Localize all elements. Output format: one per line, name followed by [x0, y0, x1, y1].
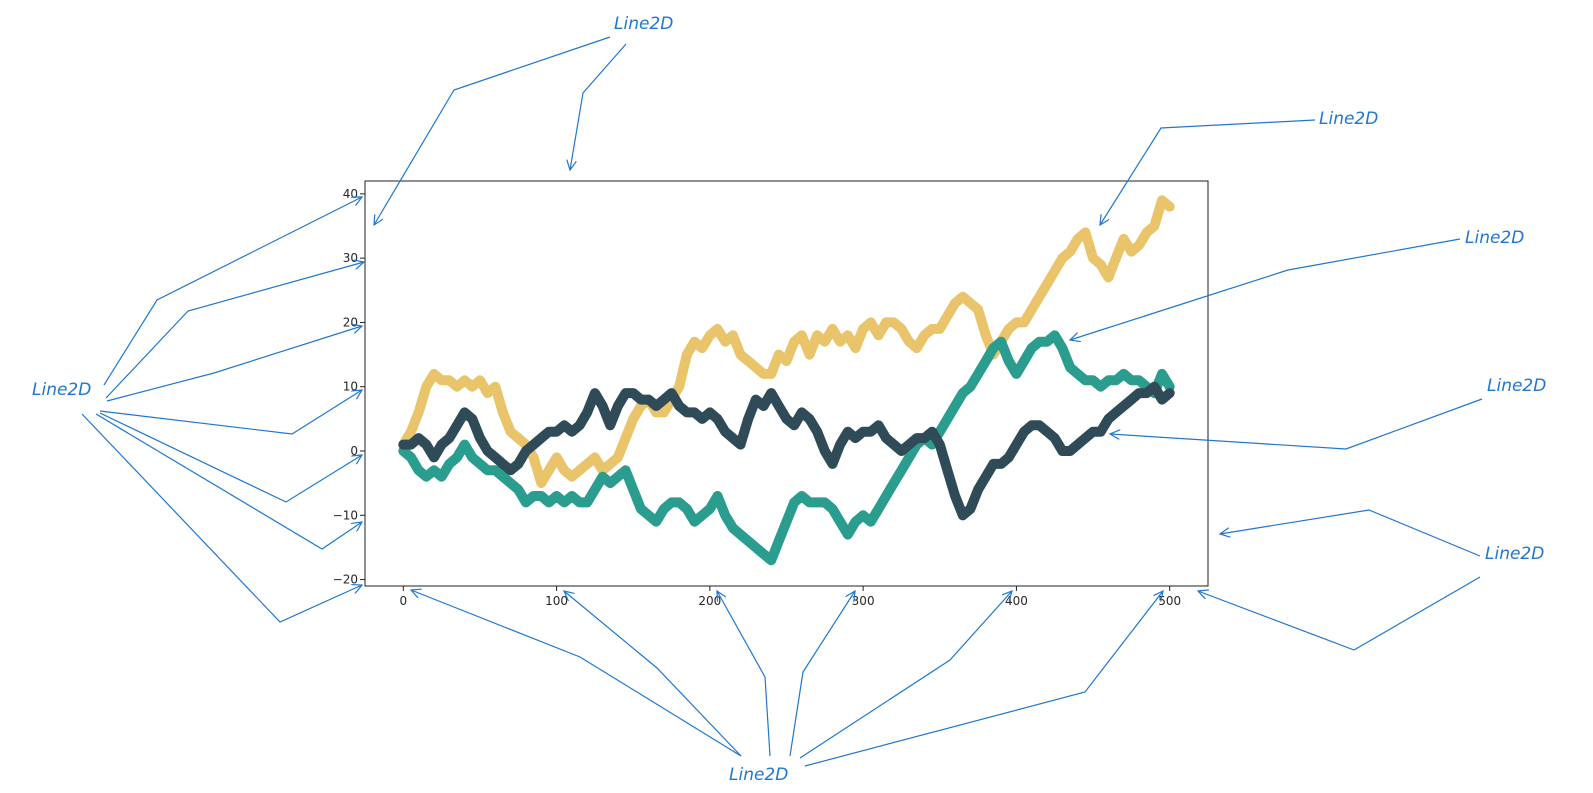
annotation-arrow	[105, 262, 364, 399]
annotation-arrow	[99, 412, 362, 503]
annotation-arrow	[804, 591, 1163, 767]
annotation-label-right-1: Line2D	[1465, 228, 1524, 248]
x-axis: 0 100 200 300 400 500	[399, 586, 1181, 608]
annotation-arrow	[1110, 398, 1483, 450]
x-tick-label: 0	[399, 594, 407, 608]
annotation-arrow	[1070, 238, 1461, 340]
annotation-arrow	[570, 43, 627, 170]
annotation-label-left: Line2D	[32, 380, 91, 400]
plot-area-frame	[364, 180, 1209, 587]
y-tick-label: −10	[333, 508, 358, 522]
series-line-1	[398, 330, 1175, 566]
annotation-label-upper-right: Line2D	[1319, 109, 1378, 129]
y-tick-label: 20	[343, 315, 358, 329]
x-tick-label: 300	[852, 594, 875, 608]
annotation-arrow	[106, 326, 362, 402]
annotation-arrow	[799, 591, 1012, 759]
annotation-label-bottom: Line2D	[729, 765, 788, 785]
annotation-arrow	[789, 591, 855, 757]
y-tick-label: −20	[333, 573, 358, 587]
y-axis: −20 −10 0 10 20 30 40	[333, 187, 365, 587]
x-tick-label: 100	[545, 594, 568, 608]
y-tick-label: 30	[343, 251, 358, 265]
x-tick-label: 200	[698, 594, 721, 608]
annotation-layer: Line2D Line2D Line2D Line2D Line2D Line2…	[32, 14, 1546, 785]
annotation-arrow	[103, 197, 362, 386]
series-layer	[398, 195, 1175, 566]
x-tick-label: 400	[1005, 594, 1028, 608]
annotation-arrow	[1220, 509, 1481, 557]
annotation-arrow	[374, 36, 611, 225]
series-line-2	[398, 381, 1175, 521]
annotation-label-right-3: Line2D	[1485, 544, 1544, 564]
y-tick-label: 0	[350, 444, 358, 458]
y-tick-label: 40	[343, 187, 358, 201]
annotation-arrow	[99, 390, 362, 435]
annotation-arrow	[95, 413, 362, 550]
x-tick-label: 500	[1158, 594, 1181, 608]
annotation-arrow	[1100, 119, 1316, 225]
annotation-arrow	[411, 590, 742, 757]
annotation-arrow	[81, 413, 362, 623]
annotation-arrow	[1198, 576, 1481, 651]
y-tick-label: 10	[343, 380, 358, 394]
annotation-arrow	[564, 591, 742, 757]
annotation-arrow	[717, 591, 771, 757]
annotation-label-top: Line2D	[614, 14, 673, 34]
annotation-label-right-2: Line2D	[1487, 376, 1546, 396]
